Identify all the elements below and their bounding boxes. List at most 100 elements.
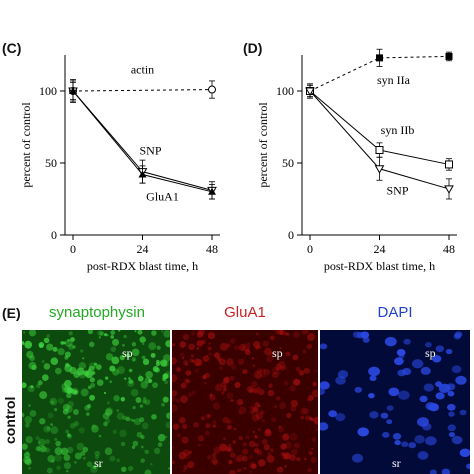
texture-dot — [283, 452, 291, 460]
texture-dot — [139, 336, 146, 343]
texture-dot — [202, 374, 207, 379]
texture-dot — [35, 446, 41, 452]
texture-dot — [277, 426, 285, 433]
texture-dot — [154, 367, 160, 373]
texture-dot — [41, 360, 45, 364]
texture-dot — [92, 465, 97, 470]
label-sp: sp — [272, 346, 283, 360]
texture-dot — [362, 337, 370, 343]
texture-dot — [382, 431, 390, 438]
texture-dot — [278, 372, 281, 375]
texture-dot — [54, 454, 62, 462]
texture-dot — [121, 466, 127, 473]
texture-dot — [69, 422, 76, 429]
texture-dot — [68, 344, 75, 350]
texture-dot — [160, 359, 168, 367]
texture-dot — [130, 388, 139, 397]
texture-dot — [262, 340, 269, 347]
data-point-GluA1 — [69, 87, 77, 94]
texture-dot — [271, 417, 277, 423]
texture-dot — [85, 370, 93, 379]
texture-dot — [453, 333, 462, 340]
texture-dot — [243, 467, 247, 470]
texture-dot — [289, 433, 298, 441]
texture-dot — [246, 385, 255, 394]
texture-dot — [179, 352, 185, 358]
texture-dot — [25, 423, 30, 428]
texture-dot — [320, 422, 329, 431]
texture-dot — [31, 364, 37, 371]
texture-dot — [144, 469, 152, 474]
texture-dot — [251, 381, 258, 388]
texture-dot — [168, 467, 170, 470]
texture-dot — [110, 335, 115, 339]
texture-dot — [293, 331, 300, 338]
texture-dot — [184, 378, 190, 384]
texture-dot — [196, 340, 204, 347]
texture-dot — [209, 394, 216, 401]
texture-dot — [141, 445, 144, 449]
texture-dot — [52, 346, 58, 352]
texture-dot — [307, 394, 314, 401]
texture-dot — [283, 331, 288, 336]
texture-dot — [255, 412, 263, 420]
texture-dot — [277, 361, 286, 369]
texture-dot — [328, 410, 338, 418]
texture-dot — [315, 370, 318, 373]
texture-dot — [96, 379, 104, 386]
texture-dot — [180, 395, 188, 403]
texture-dot — [368, 366, 380, 377]
texture-dot — [80, 450, 86, 456]
texture-dot — [73, 421, 79, 427]
texture-dot — [136, 431, 143, 438]
texture-dot — [234, 456, 241, 463]
texture-dot — [142, 399, 147, 404]
texture-dot — [155, 361, 160, 366]
texture-dot — [105, 353, 114, 361]
texture-dot — [80, 388, 89, 397]
texture-dot — [120, 441, 126, 447]
texture-dot — [112, 429, 117, 434]
texture-dot — [451, 365, 462, 374]
texture-dot — [172, 343, 176, 347]
texture-dot — [50, 400, 54, 404]
texture-dot — [252, 430, 255, 434]
texture-dot — [429, 469, 438, 474]
texture-dot — [276, 396, 281, 401]
texture-dot — [110, 346, 117, 353]
texture-dot — [103, 391, 107, 395]
texture-dot — [425, 436, 437, 446]
texture-dot — [275, 367, 280, 372]
texture-dot — [116, 409, 119, 412]
texture-dot — [110, 330, 116, 335]
texture-dot — [104, 408, 113, 416]
texture-dot — [225, 446, 232, 453]
texture-dot — [291, 448, 298, 455]
texture-dot — [219, 342, 228, 351]
texture-dot — [188, 380, 191, 383]
texture-dot — [264, 429, 272, 437]
texture-dot — [54, 447, 63, 456]
texture-dot — [49, 397, 58, 406]
texture-dot — [179, 341, 187, 348]
texture-dot — [212, 424, 217, 428]
texture-dot — [401, 441, 409, 448]
texture-dot — [109, 455, 116, 462]
texture-dot — [294, 379, 300, 385]
texture-dot — [57, 348, 65, 356]
texture-dot — [303, 367, 310, 374]
texture-dot — [311, 389, 318, 398]
series-line-syn-IIa — [309, 55, 450, 92]
texture-dot — [139, 417, 145, 423]
micrograph-glua1: sp — [172, 330, 318, 474]
texture-dot — [259, 369, 263, 372]
texture-dot — [111, 356, 120, 365]
texture-dot — [238, 343, 246, 352]
y-tick-label: 50 — [282, 156, 294, 170]
texture-dot — [213, 352, 220, 359]
texture-dot — [120, 397, 126, 402]
texture-dot — [44, 447, 51, 453]
texture-dot — [249, 461, 256, 469]
texture-dot — [87, 385, 92, 390]
texture-dot — [190, 354, 195, 358]
